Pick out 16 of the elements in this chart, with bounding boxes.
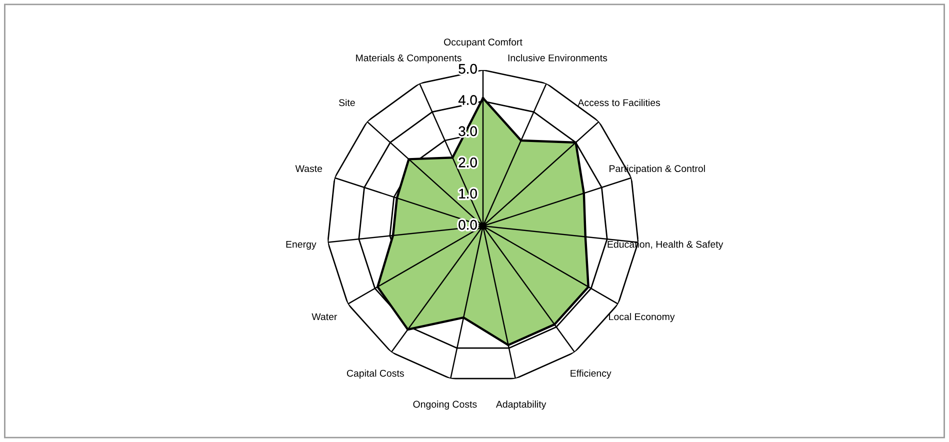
spoke-label: Waste xyxy=(295,165,322,172)
spoke-label: Capital Costs xyxy=(346,370,404,379)
spoke-label: Water xyxy=(312,313,338,320)
spoke-label: Materials & Components xyxy=(356,54,462,64)
spoke-label: Site xyxy=(339,98,355,106)
spoke-label: Local Economy xyxy=(609,313,675,322)
spoke-label: Ongoing Costs xyxy=(413,400,477,410)
spoke-label: Efficiency xyxy=(570,370,612,379)
spoke-label: Access to Facilities xyxy=(578,98,660,106)
spoke-label: Occupant Comfort xyxy=(444,38,522,48)
y-tick-label: 4.0 xyxy=(458,95,477,105)
spoke-label: Energy xyxy=(286,240,316,250)
spoke-label: Adaptability xyxy=(496,400,546,410)
spoke-label: Inclusive Environments xyxy=(508,54,608,62)
y-tick-label: 5.0 xyxy=(458,64,477,74)
y-tick-label: 2.0 xyxy=(458,157,477,168)
